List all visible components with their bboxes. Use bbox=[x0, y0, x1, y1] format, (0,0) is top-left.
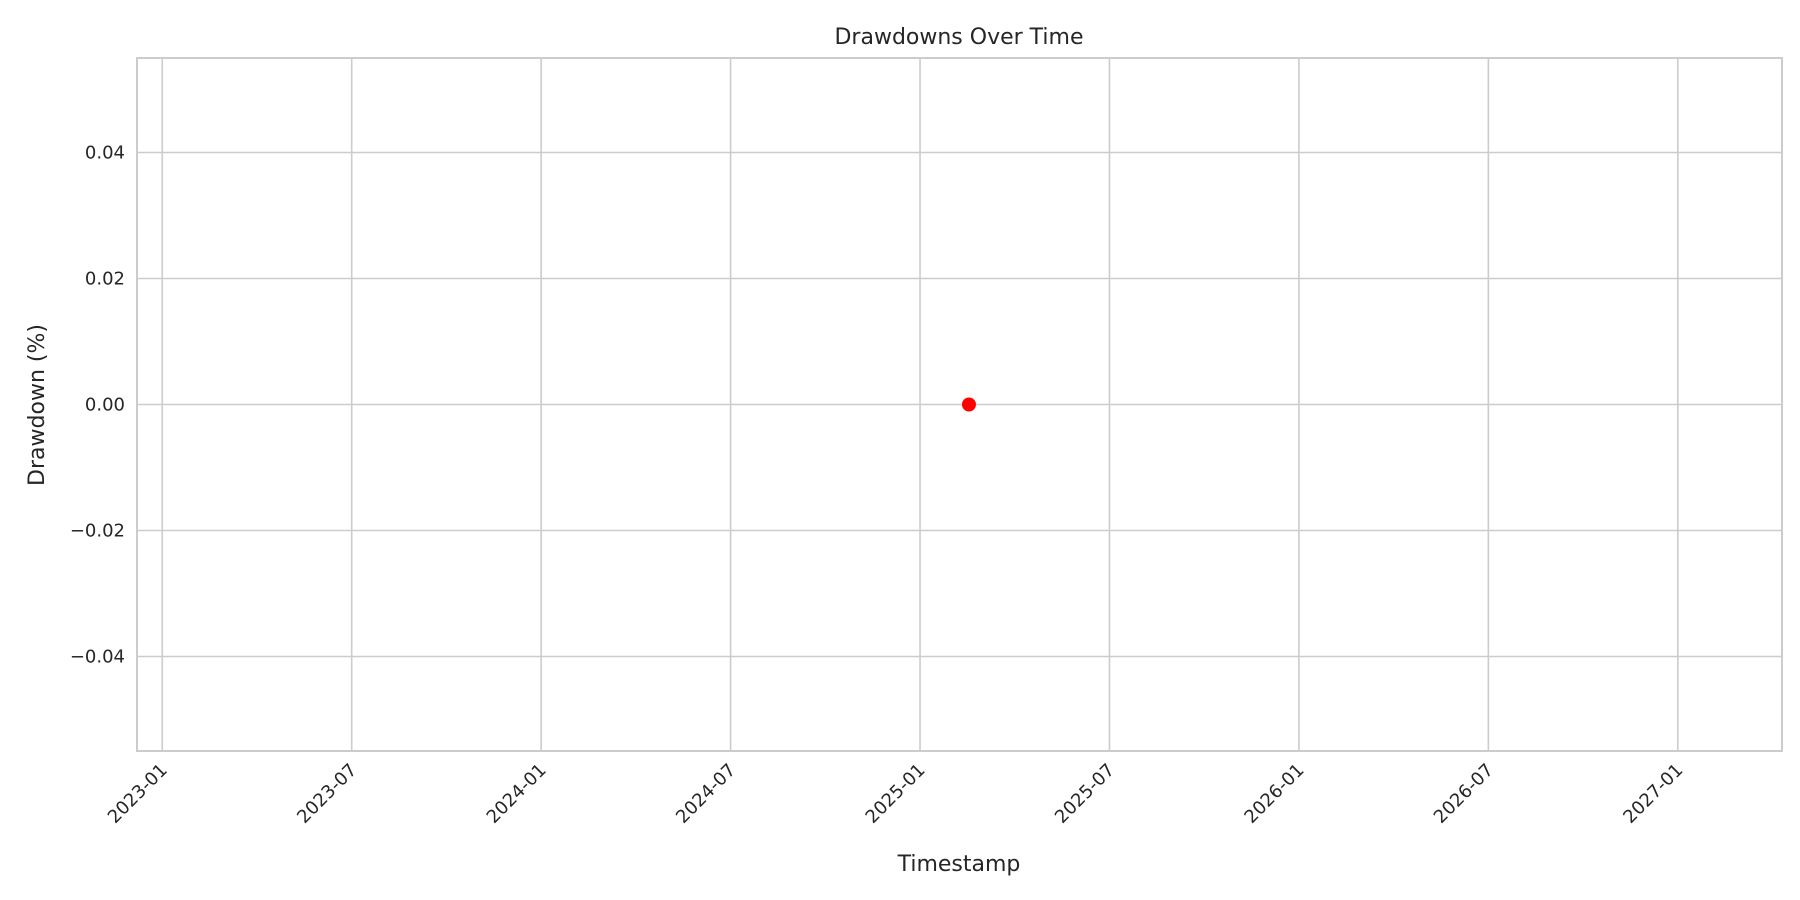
data-marks bbox=[961, 397, 976, 412]
x-tick-label: 2024-01 bbox=[483, 760, 551, 828]
x-tick-label: 2026-07 bbox=[1430, 760, 1498, 828]
x-tick-label: 2026-01 bbox=[1240, 760, 1308, 828]
x-tick-label: 2027-01 bbox=[1619, 760, 1687, 828]
x-tick-label: 2023-01 bbox=[104, 760, 172, 828]
x-tick-label: 2025-01 bbox=[862, 760, 930, 828]
drawdown-point bbox=[961, 397, 976, 412]
y-tick-label: −0.04 bbox=[70, 647, 125, 668]
x-tick-label: 2024-07 bbox=[672, 760, 740, 828]
plot-frame bbox=[136, 57, 1783, 752]
x-tick-labels: 2023-01 2023-07 2024-01 2024-07 2025-01 2025-… bbox=[104, 760, 1688, 828]
y-tick-label: 0.00 bbox=[85, 395, 125, 416]
y-tick-label: 0.04 bbox=[85, 143, 125, 164]
x-tick-label: 2023-07 bbox=[293, 760, 361, 828]
y-axis-label: Drawdown (%) bbox=[25, 324, 50, 486]
x-tick-label: 2025-07 bbox=[1051, 760, 1119, 828]
grid-lines bbox=[137, 58, 1782, 751]
x-axis-label: Timestamp bbox=[897, 852, 1021, 877]
y-tick-label: 0.02 bbox=[85, 269, 125, 290]
y-tick-label: −0.02 bbox=[70, 521, 125, 542]
y-tick-labels: −0.04 −0.02 0.00 0.02 0.04 bbox=[70, 143, 125, 668]
chart-title: Drawdowns Over Time bbox=[834, 25, 1083, 50]
